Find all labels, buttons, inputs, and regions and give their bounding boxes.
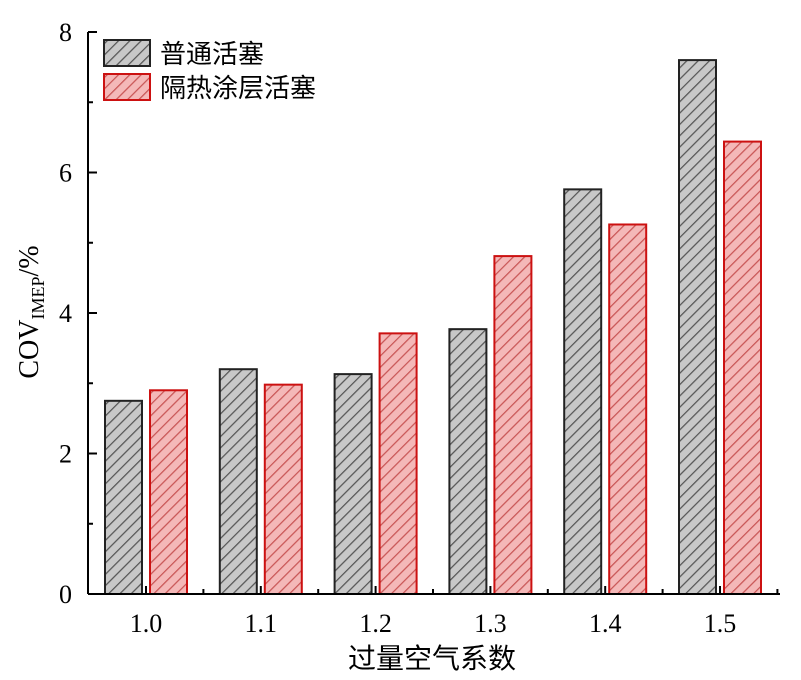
y-tick-label-4: 4 — [59, 299, 72, 328]
x-axis-title: 过量空气系数 — [348, 642, 516, 675]
y-tick-label-6: 6 — [59, 159, 72, 188]
bars-group — [104, 59, 762, 596]
y-axis-title-suffix: /% — [14, 245, 45, 276]
y-tick-label-8: 8 — [59, 18, 72, 47]
x-tick-label-1.0: 1.0 — [130, 609, 163, 638]
legend-label-2: 隔热涂层活塞 — [160, 74, 316, 104]
y-axis-title-main: COV — [14, 320, 45, 379]
axes-group: 1.0 1.1 1.2 1.3 1.4 1.5 0 2 4 6 8 — [59, 18, 780, 638]
y-tick-label-2: 2 — [59, 440, 72, 469]
bar-series2-1.4 — [608, 223, 648, 596]
bar-series2-1.3 — [493, 255, 533, 595]
legend-swatch-2 — [103, 73, 151, 101]
x-tick-label-1.2: 1.2 — [359, 609, 392, 638]
bar-series1-1.4 — [563, 188, 603, 596]
bar-series2-1.2 — [378, 332, 418, 595]
y-axis-title-sub: IMEP — [28, 276, 48, 319]
bar-series2-1.1 — [263, 383, 303, 595]
x-tick-label-1.3: 1.3 — [474, 609, 507, 638]
bar-series1-1.3 — [448, 328, 488, 595]
y-tick-label-0: 0 — [59, 580, 72, 609]
x-tick-label-1.5: 1.5 — [704, 609, 737, 638]
x-tick-label-1.4: 1.4 — [589, 609, 622, 638]
bar-series1-1.5 — [678, 59, 717, 596]
bar-series1-1.2 — [333, 373, 373, 595]
bar-series2-1.0 — [149, 389, 188, 595]
bar-series1-1.1 — [218, 368, 258, 596]
x-tick-label-1.1: 1.1 — [245, 609, 278, 638]
legend-swatch-1 — [103, 39, 151, 67]
legend-label-1: 普通活塞 — [160, 40, 264, 70]
y-axis-title: COVIMEP/% — [14, 245, 48, 378]
bar-series2-1.5 — [723, 140, 762, 595]
bar-series1-1.0 — [104, 399, 143, 595]
